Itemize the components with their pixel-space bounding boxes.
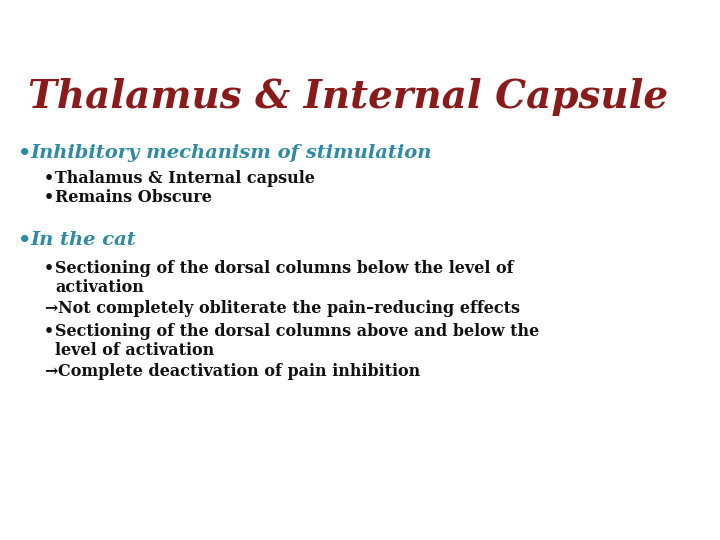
Text: Not completely obliterate the pain–reducing effects: Not completely obliterate the pain–reduc… xyxy=(58,300,520,316)
Text: In the cat: In the cat xyxy=(30,231,136,249)
Text: level of activation: level of activation xyxy=(55,341,215,359)
Text: Inhibitory mechanism of stimulation: Inhibitory mechanism of stimulation xyxy=(30,144,431,162)
Text: •: • xyxy=(44,322,54,340)
Text: Complete deactivation of pain inhibition: Complete deactivation of pain inhibition xyxy=(58,362,420,380)
Text: Thalamus & Internal capsule: Thalamus & Internal capsule xyxy=(55,170,315,187)
Text: Remains Obscure: Remains Obscure xyxy=(55,188,212,206)
Text: •: • xyxy=(18,230,32,250)
Text: →: → xyxy=(44,362,58,380)
Text: •: • xyxy=(44,188,54,206)
Text: Thalamus & Internal Capsule: Thalamus & Internal Capsule xyxy=(28,78,668,116)
Text: →: → xyxy=(44,300,58,316)
Text: •: • xyxy=(44,170,54,187)
Text: Sectioning of the dorsal columns above and below the: Sectioning of the dorsal columns above a… xyxy=(55,322,539,340)
Text: 6.3: 6.3 xyxy=(9,10,33,25)
Text: activation: activation xyxy=(55,279,144,295)
Text: 19: 19 xyxy=(692,10,711,25)
Text: •: • xyxy=(18,143,32,163)
Text: Sectioning of the dorsal columns below the level of: Sectioning of the dorsal columns below t… xyxy=(55,260,513,276)
Text: •: • xyxy=(44,260,54,276)
